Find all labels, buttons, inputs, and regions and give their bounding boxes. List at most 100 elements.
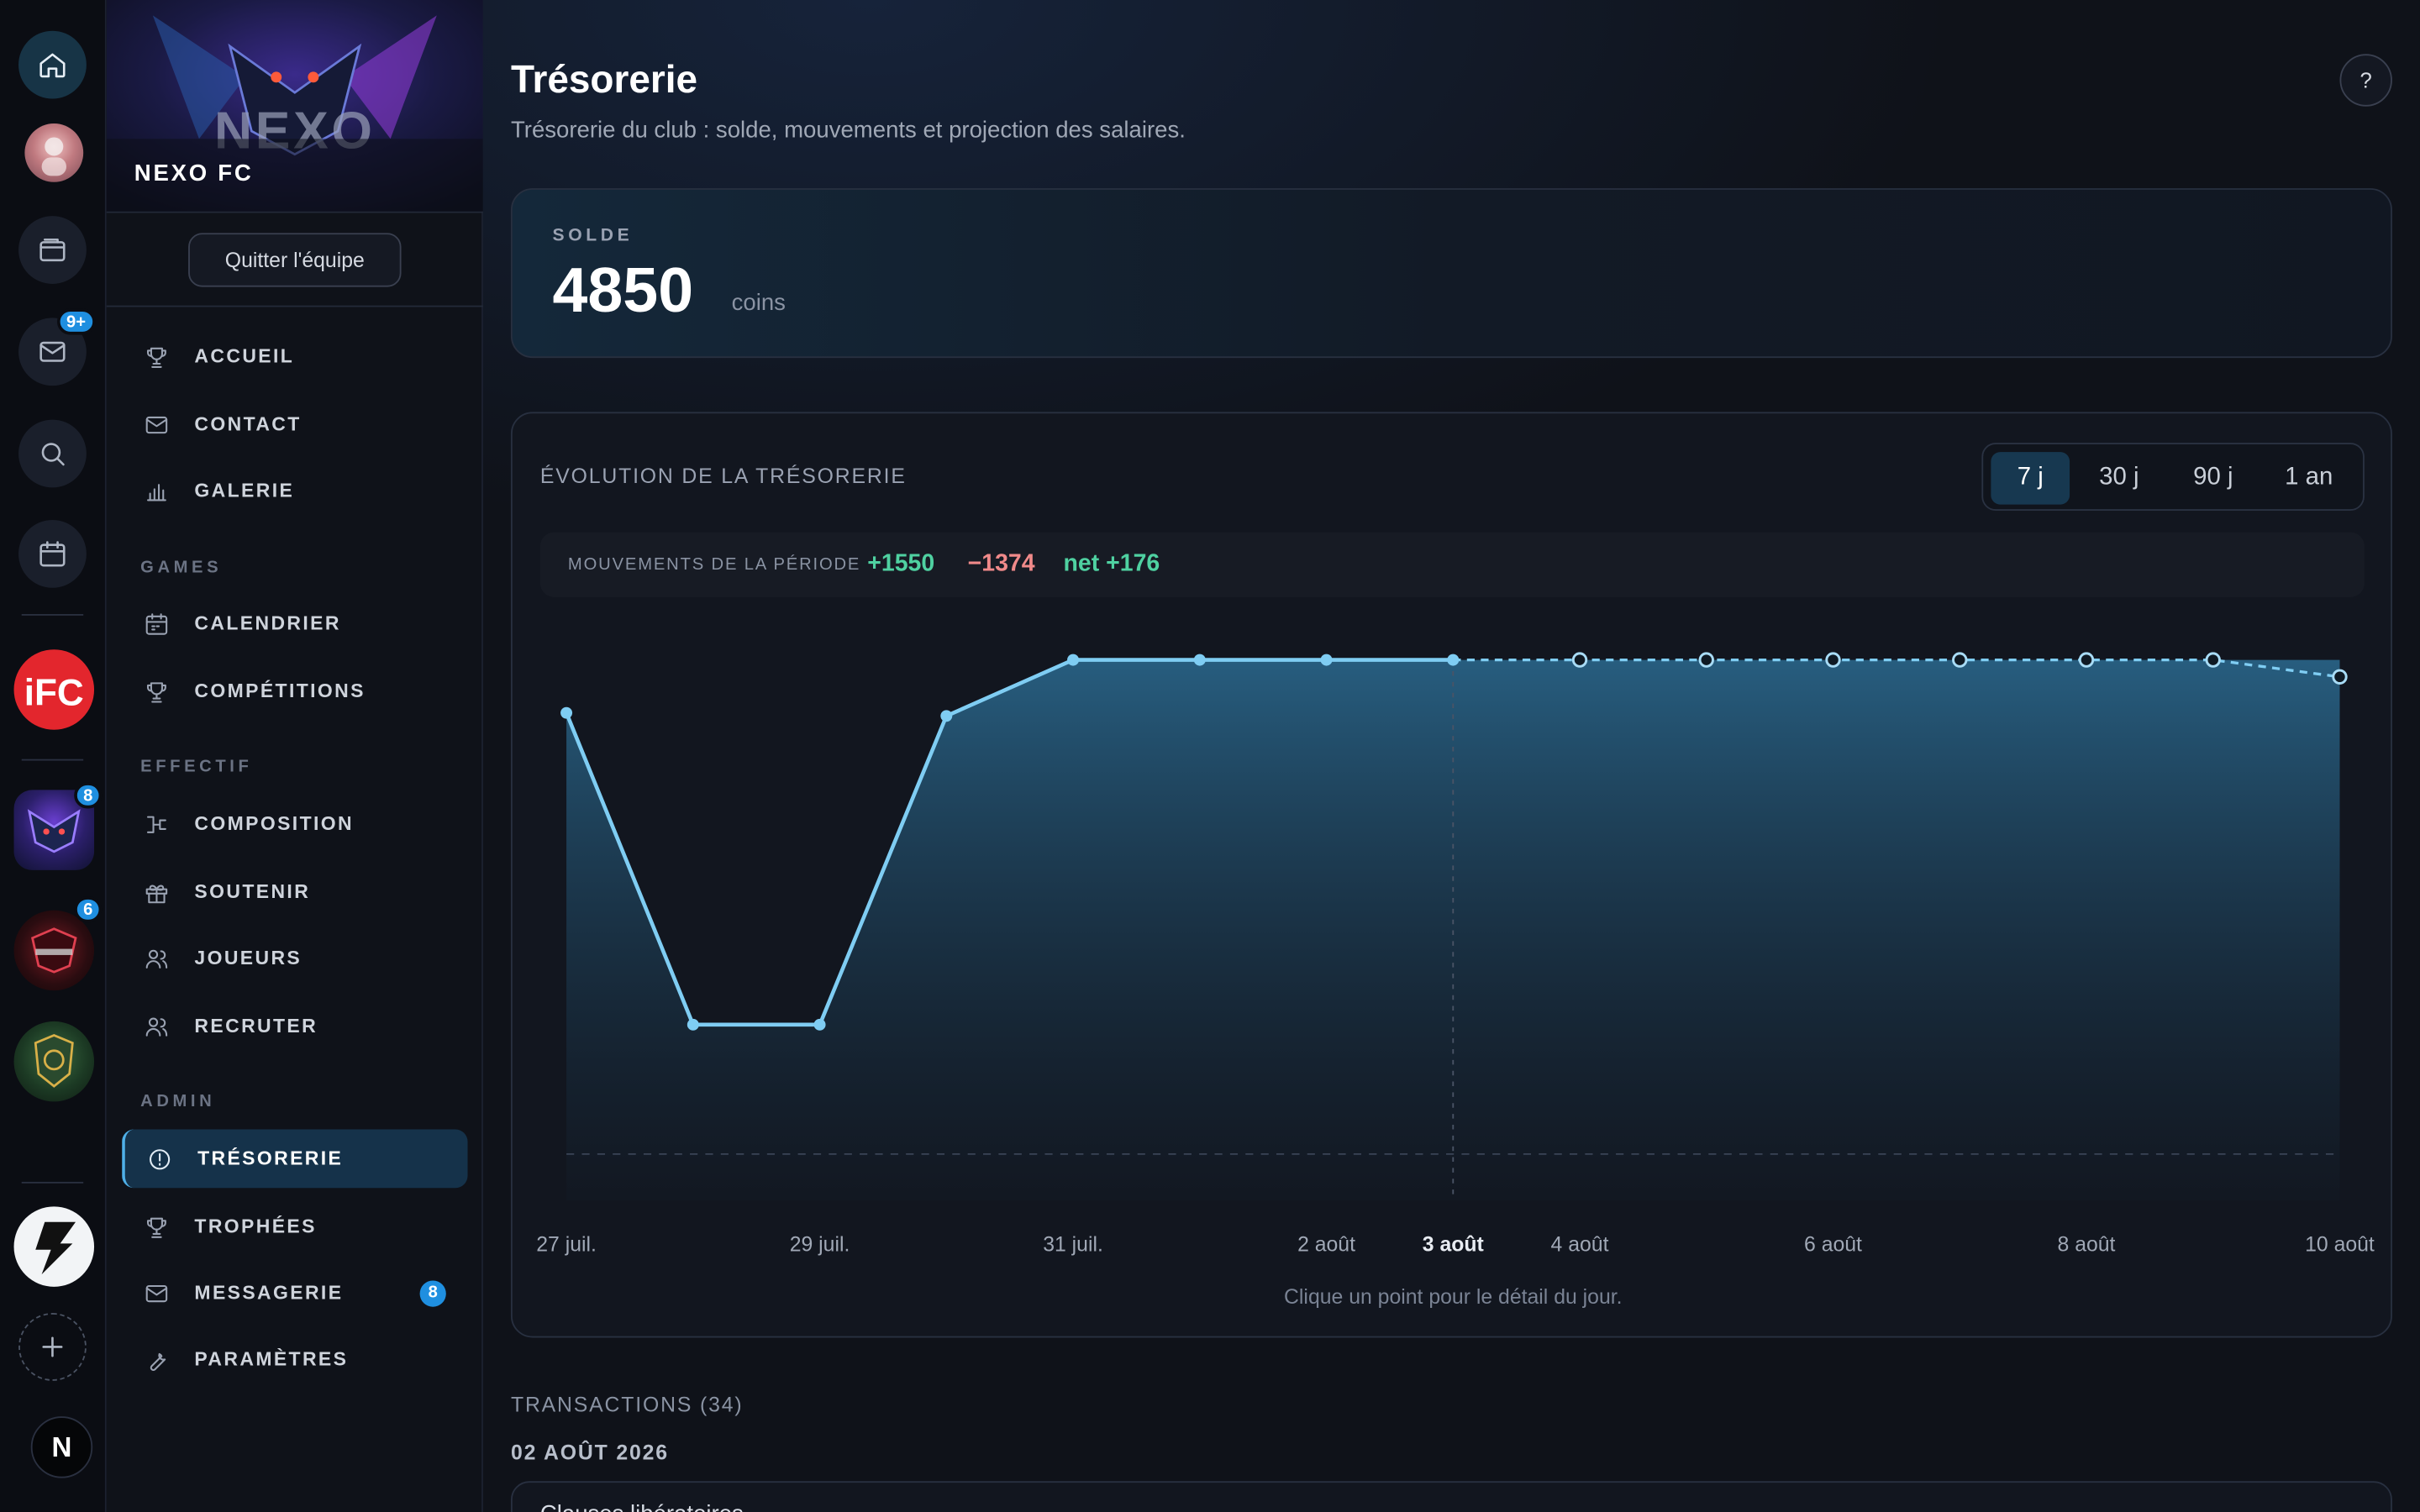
data-point[interactable] — [813, 1018, 826, 1031]
projected-point[interactable] — [2205, 652, 2221, 668]
rail-divider — [21, 614, 84, 616]
sidebar-item-label: PARAMÈTRES — [194, 1348, 349, 1371]
projected-point[interactable] — [1825, 652, 1841, 668]
trophy-icon — [146, 346, 166, 368]
calendar-button[interactable] — [18, 519, 87, 588]
sidebar-item-label: COMPÉTITIONS — [194, 680, 366, 702]
inbox-badge: 9+ — [56, 308, 96, 335]
projected-point[interactable] — [1698, 652, 1714, 668]
avatar-figure-icon — [41, 137, 66, 176]
transactions-label: TRANSACTIONS (34) — [510, 1393, 744, 1417]
sidebar-divider — [106, 305, 483, 307]
sidebar-item-label: MESSAGERIE — [194, 1282, 344, 1305]
team-sidebar: NEXO NEXO FC Quitter l'équipe ACCUEIL CO… — [106, 0, 483, 1512]
sidebar-item-accueil[interactable]: ACCUEIL — [122, 327, 467, 386]
chart-hint: Clique un point pour le détail du jour. — [1284, 1284, 1623, 1309]
add-team-button[interactable] — [18, 1313, 87, 1381]
sidebar-item-label: JOUEURS — [194, 947, 302, 969]
x-tick-label: 6 août — [1804, 1234, 1862, 1257]
page-title: Trésorerie — [510, 58, 698, 102]
sidebar-item-label: CONTACT — [194, 413, 302, 435]
movements-plus: +1550 — [867, 550, 935, 577]
data-point[interactable] — [940, 710, 953, 722]
mail-icon — [145, 415, 168, 433]
coin-icon — [150, 1148, 171, 1169]
x-tick-label: 2 août — [1297, 1234, 1355, 1257]
projected-point[interactable] — [2332, 669, 2348, 685]
sidebar-item-trophees[interactable]: TROPHÉES — [122, 1197, 467, 1256]
ifc-logo[interactable]: iFC — [13, 649, 95, 730]
help-button[interactable]: ? — [2339, 54, 2392, 107]
evolution-card: ÉVOLUTION DE LA TRÉSORERIE 7 j 30 j 90 j… — [510, 412, 2392, 1338]
sidebar-item-messagerie[interactable]: MESSAGERIE 8 — [122, 1263, 467, 1322]
user-avatar[interactable] — [24, 123, 84, 182]
range-30j-button[interactable]: 30 j — [2099, 464, 2139, 491]
sidebar-item-competitions[interactable]: COMPÉTITIONS — [122, 662, 467, 721]
team-noctra-avatar[interactable] — [13, 910, 95, 991]
range-1an-button[interactable]: 1 an — [2285, 464, 2333, 491]
chart-area — [566, 659, 2340, 1200]
period-movements-bar: MOUVEMENTS DE LA PÉRIODE +1550 −1374 net… — [539, 532, 2365, 597]
mail-icon — [145, 1284, 168, 1302]
users-icon — [145, 948, 168, 969]
sidebar-item-soutenir[interactable]: SOUTENIR — [122, 863, 467, 921]
projected-point[interactable] — [1952, 652, 1968, 668]
app-logo[interactable] — [13, 1206, 95, 1287]
range-90j-button[interactable]: 90 j — [2193, 464, 2233, 491]
team-banner-art-icon: NEXO — [106, 0, 483, 212]
quit-team-button[interactable]: Quitter l'équipe — [188, 233, 402, 287]
section-effectif: EFFECTIF — [140, 757, 253, 776]
rail-divider — [21, 1181, 84, 1184]
range-7j-button[interactable]: 7 j — [1991, 452, 2070, 505]
sidebar-item-galerie[interactable]: GALERIE — [122, 461, 467, 520]
sidebar-item-label: GALERIE — [194, 480, 295, 501]
calendar-icon — [39, 541, 66, 567]
sidebar-item-tresorerie[interactable]: TRÉSORERIE — [122, 1129, 468, 1189]
x-tick-label: 4 août — [1551, 1234, 1609, 1257]
data-point[interactable] — [1320, 654, 1333, 666]
data-point[interactable] — [1067, 654, 1080, 666]
projected-point[interactable] — [2078, 652, 2095, 668]
wallet-button[interactable] — [18, 216, 87, 284]
projected-point[interactable] — [1571, 652, 1588, 668]
data-point[interactable] — [687, 1018, 699, 1031]
sidebar-item-label: CALENDRIER — [194, 612, 341, 634]
sidebar-item-composition[interactable]: COMPOSITION — [122, 795, 467, 853]
sidebar-item-joueurs[interactable]: JOUEURS — [122, 929, 467, 988]
messagerie-badge: 8 — [419, 1279, 446, 1306]
lightning-logo-icon — [35, 1221, 76, 1275]
balance-value: 4850 — [552, 255, 694, 326]
search-icon — [41, 443, 65, 466]
balance-card: SOLDE 4850 coins — [510, 188, 2392, 359]
calendar-icon — [145, 612, 168, 634]
sidebar-item-label: TRÉSORERIE — [197, 1147, 344, 1170]
data-point[interactable] — [560, 706, 573, 719]
transaction-item[interactable]: Clauses libératoires — [510, 1481, 2392, 1512]
balance-unit: coins — [731, 290, 786, 317]
team-md237-avatar[interactable] — [13, 1021, 95, 1102]
trophy-icon — [146, 681, 166, 702]
transactions-date: 02 AOÛT 2026 — [510, 1441, 669, 1465]
home-button[interactable] — [18, 30, 87, 99]
page-subtitle: Trésorerie du club : solde, mouvements e… — [510, 117, 1186, 144]
search-button[interactable] — [18, 419, 87, 488]
sidebar-item-contact[interactable]: CONTACT — [122, 395, 467, 454]
mail-icon — [39, 341, 66, 362]
sidebar-item-label: TROPHÉES — [194, 1215, 317, 1238]
series-line-projection — [1453, 658, 2340, 679]
evolution-title: ÉVOLUTION DE LA TRÉSORERIE — [539, 464, 907, 488]
x-tick-label: 27 juil. — [536, 1234, 597, 1257]
home-icon — [39, 53, 66, 78]
x-tick-label: 31 juil. — [1043, 1234, 1103, 1257]
sidebar-item-label: RECRUTER — [194, 1015, 318, 1037]
n-avatar[interactable]: N — [30, 1416, 93, 1478]
x-tick-label: 10 août — [2305, 1234, 2375, 1257]
x-tick-label: 29 juil. — [790, 1234, 850, 1257]
data-point[interactable] — [1447, 654, 1460, 666]
sidebar-item-parametres[interactable]: PARAMÈTRES — [122, 1330, 467, 1389]
sidebar-item-calendrier[interactable]: CALENDRIER — [122, 594, 467, 653]
sidebar-item-label: ACCUEIL — [194, 345, 295, 368]
movements-net: net +176 — [1063, 550, 1160, 577]
sidebar-item-recruter[interactable]: RECRUTER — [122, 997, 467, 1056]
data-point[interactable] — [1193, 654, 1206, 666]
